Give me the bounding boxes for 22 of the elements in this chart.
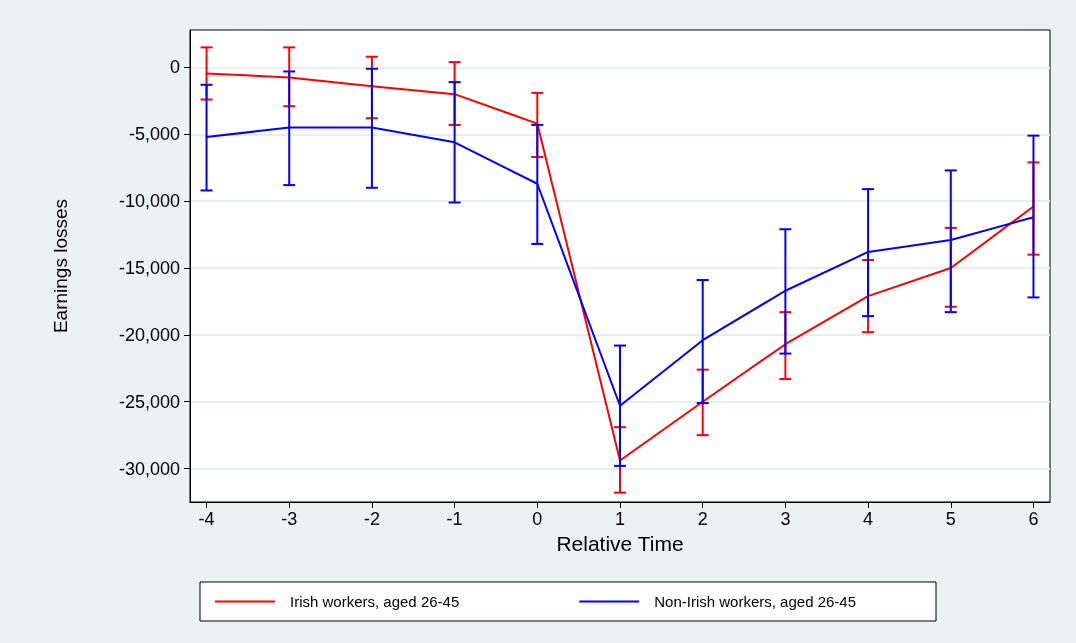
y-tick-label: -10,000	[118, 191, 180, 212]
y-tick-label: -25,000	[118, 391, 180, 412]
legend-label: Non-Irish workers, aged 26-45	[654, 593, 857, 610]
x-tick-label: 2	[697, 509, 708, 529]
legend-label: Irish workers, aged 26-45	[290, 593, 460, 610]
y-tick-label: 0	[169, 57, 180, 78]
x-tick-label: 6	[1028, 509, 1039, 529]
x-tick-label: -3	[281, 509, 298, 529]
y-tick-label: -15,000	[118, 258, 180, 279]
x-tick-label: 3	[780, 509, 791, 529]
x-tick-label: -4	[198, 509, 215, 529]
x-axis-title: Relative Time	[556, 531, 684, 555]
x-tick-label: -2	[363, 509, 380, 529]
y-tick-label: -20,000	[118, 324, 180, 345]
x-tick-label: -1	[446, 509, 463, 529]
y-tick-label: -30,000	[118, 458, 180, 479]
x-tick-label: 1	[614, 509, 626, 529]
x-tick-label: 4	[863, 509, 874, 529]
y-axis-title: Earnings losses	[50, 198, 71, 334]
x-tick-label: 5	[945, 509, 956, 529]
y-tick-label: -5,000	[128, 124, 180, 145]
x-tick-label: 0	[532, 509, 543, 529]
